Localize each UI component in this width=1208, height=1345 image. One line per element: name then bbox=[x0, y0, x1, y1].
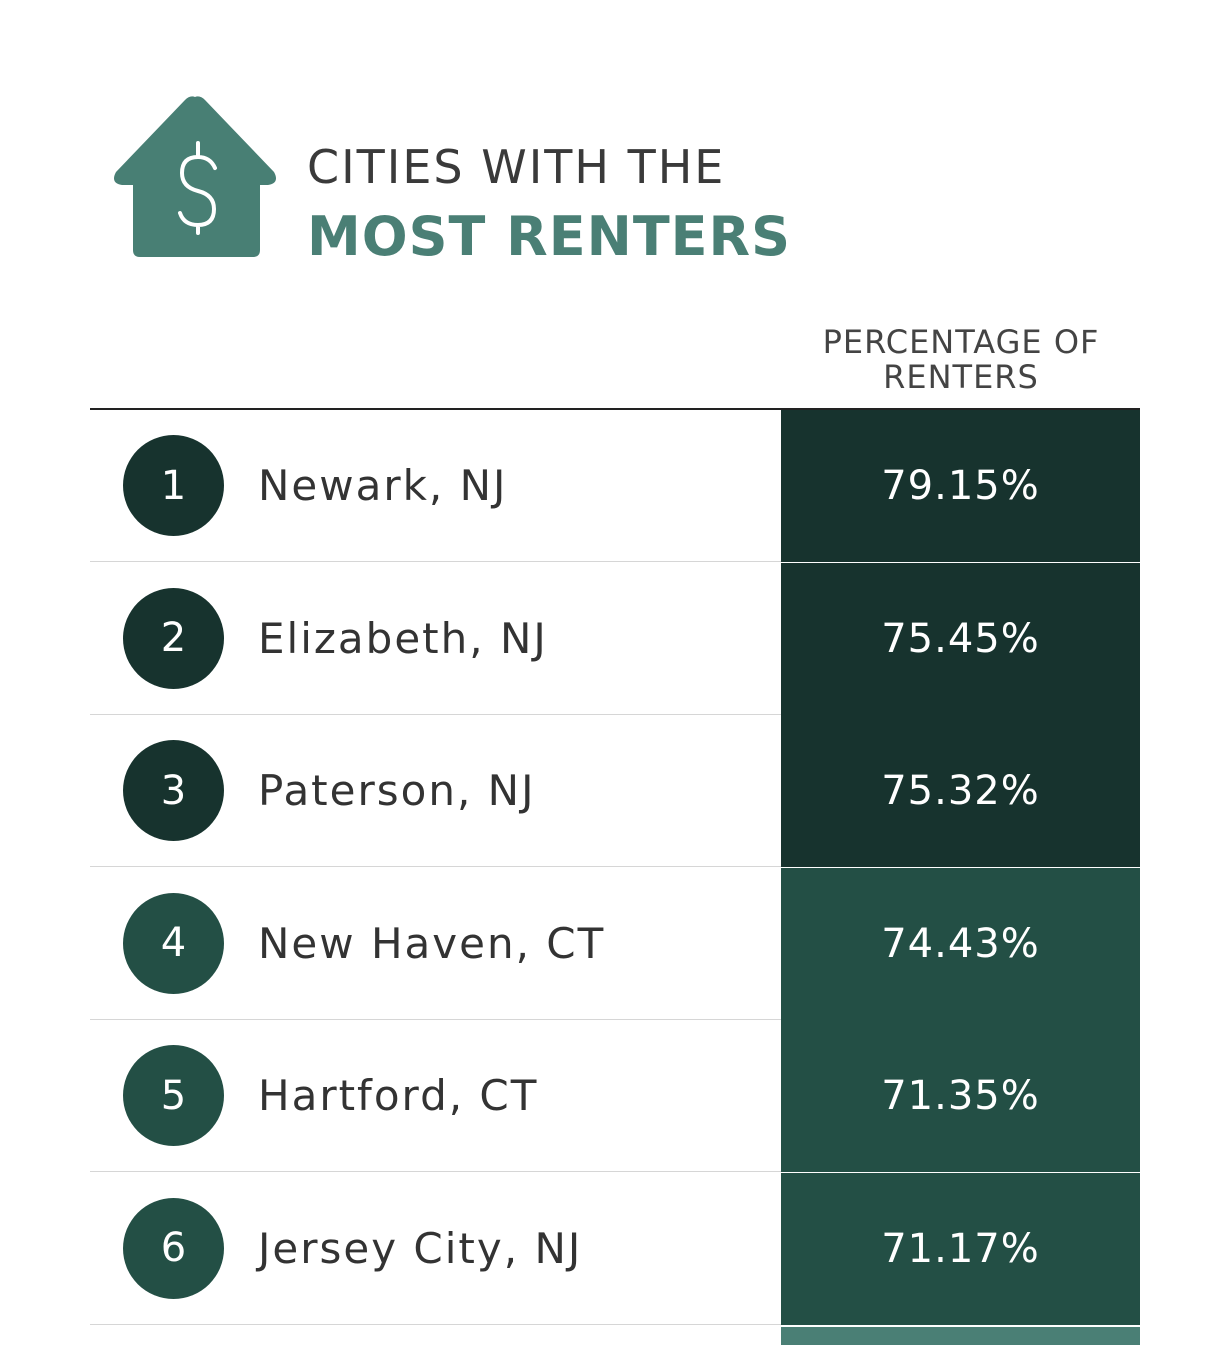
rank-badge: 6 bbox=[123, 1197, 224, 1299]
next-row-cell bbox=[781, 1327, 1140, 1345]
percentage-cell: 71.35% bbox=[781, 1020, 1140, 1172]
city-name: Newark, NJ bbox=[258, 461, 508, 510]
column-header: PERCENTAGE OF RENTERS bbox=[822, 323, 1100, 396]
percentage-cell: 79.15% bbox=[781, 410, 1140, 562]
city-name: New Haven, CT bbox=[258, 918, 606, 968]
city-name: Paterson, NJ bbox=[258, 766, 536, 815]
table-row: 71.35% 5 Hartford, CT bbox=[90, 1020, 1140, 1172]
percentage-cell: 75.45% bbox=[781, 562, 1140, 715]
percentage-cell: 71.17% bbox=[781, 1172, 1140, 1325]
table-row: 75.45% 2 Elizabeth, NJ bbox=[90, 562, 1140, 715]
city-name: Jersey City, NJ bbox=[258, 1223, 583, 1273]
percentage-cell: 75.32% bbox=[781, 715, 1140, 867]
table-row: 71.17% 6 Jersey City, NJ bbox=[90, 1172, 1140, 1325]
rank-badge: 3 bbox=[123, 740, 224, 841]
city-name: Elizabeth, NJ bbox=[258, 613, 548, 663]
table-row: 74.43% 4 New Haven, CT bbox=[90, 867, 1140, 1020]
house-icon bbox=[114, 96, 276, 257]
table-row: 75.32% 3 Paterson, NJ bbox=[90, 715, 1140, 867]
percentage-cell: 74.43% bbox=[781, 867, 1140, 1020]
city-name: Hartford, CT bbox=[258, 1071, 539, 1120]
header-rule bbox=[90, 408, 1140, 410]
title-line2: MOST RENTERS bbox=[307, 205, 792, 268]
rank-badge: 4 bbox=[123, 892, 224, 994]
table-row: 79.15% 1 Newark, NJ bbox=[90, 410, 1140, 562]
title-line1: CITIES WITH THE bbox=[307, 140, 726, 194]
rank-badge: 5 bbox=[123, 1045, 224, 1146]
rank-badge: 1 bbox=[123, 435, 224, 536]
rank-badge: 2 bbox=[123, 587, 224, 689]
